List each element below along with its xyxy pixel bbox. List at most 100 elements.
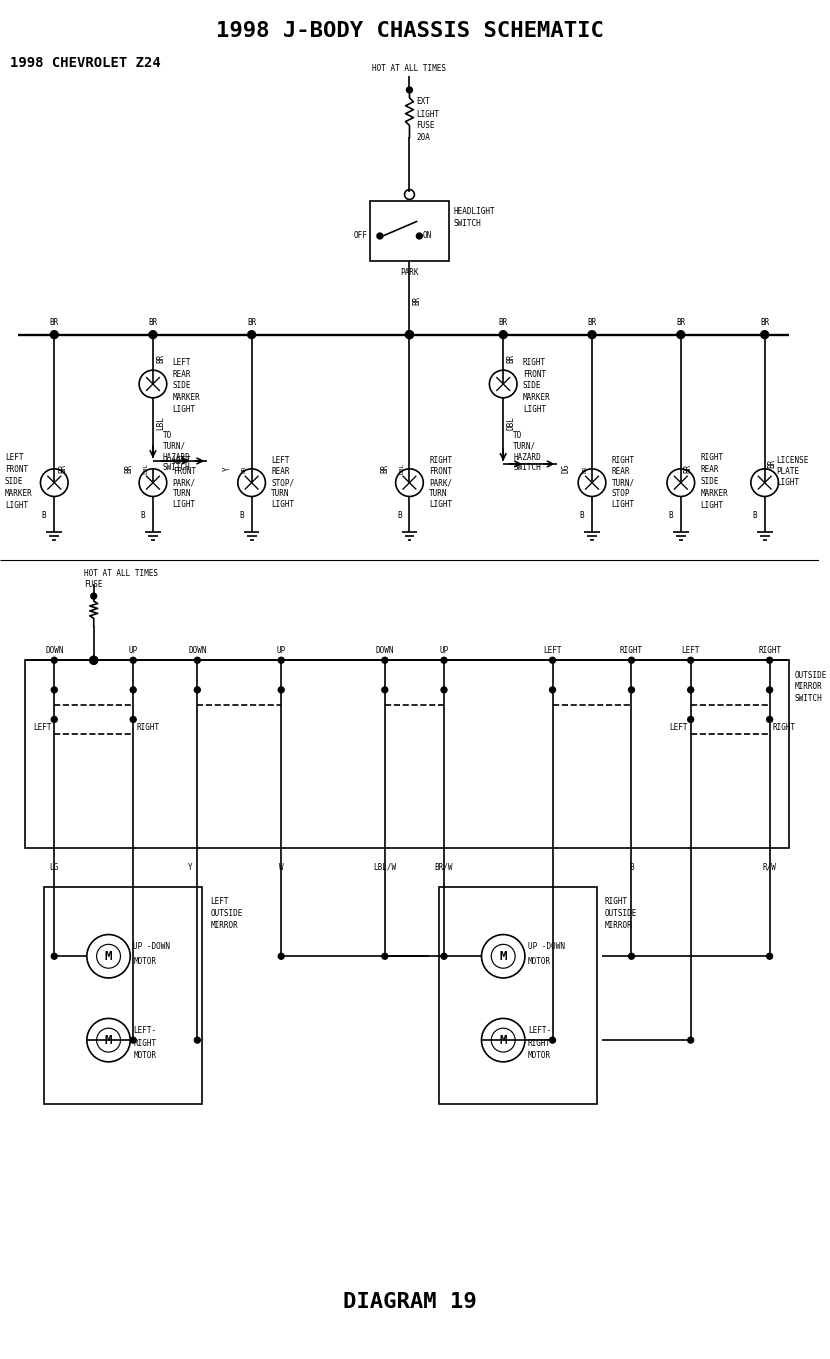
Text: SIDE: SIDE <box>173 382 191 390</box>
Text: PARK: PARK <box>400 268 418 277</box>
Text: M: M <box>500 1034 507 1046</box>
Circle shape <box>278 953 284 959</box>
Text: LIGHT: LIGHT <box>612 500 635 508</box>
Text: TURN: TURN <box>429 489 447 497</box>
Circle shape <box>441 953 447 959</box>
Bar <box>25 660 789 848</box>
Text: LIGHT: LIGHT <box>701 501 724 510</box>
Text: TURN: TURN <box>271 489 290 497</box>
Text: LEFT-: LEFT- <box>133 1026 156 1034</box>
Text: DBL: DBL <box>399 463 404 474</box>
Text: DOWN: DOWN <box>375 646 394 655</box>
Text: EXT: EXT <box>417 98 430 106</box>
Circle shape <box>628 658 634 663</box>
Text: HOT AT ALL TIMES: HOT AT ALL TIMES <box>373 64 447 73</box>
Text: TO: TO <box>163 431 172 440</box>
Text: B: B <box>752 511 757 519</box>
Text: STOP/: STOP/ <box>271 478 295 487</box>
Text: DOWN: DOWN <box>45 646 64 655</box>
Text: LEFT: LEFT <box>5 454 23 462</box>
Text: BR: BR <box>760 318 769 328</box>
Circle shape <box>90 656 98 665</box>
Text: LIGHT: LIGHT <box>777 478 799 487</box>
Text: OUTSIDE: OUTSIDE <box>210 909 242 919</box>
Text: DIAGRAM 19: DIAGRAM 19 <box>343 1291 476 1311</box>
Text: MIRROR: MIRROR <box>605 921 632 930</box>
Circle shape <box>247 330 256 338</box>
Circle shape <box>278 686 284 693</box>
Text: RIGHT: RIGHT <box>701 454 724 462</box>
Text: BR: BR <box>506 353 515 363</box>
Circle shape <box>417 232 422 239</box>
Text: LEFT-: LEFT- <box>528 1026 551 1034</box>
Text: TO: TO <box>513 431 522 440</box>
Text: DBL: DBL <box>506 416 515 431</box>
Text: UP: UP <box>129 646 138 655</box>
Text: 1998 J-BODY CHASSIS SCHEMATIC: 1998 J-BODY CHASSIS SCHEMATIC <box>216 20 603 41</box>
Circle shape <box>767 953 773 959</box>
Circle shape <box>406 330 413 338</box>
Text: OFF: OFF <box>354 231 367 241</box>
Text: BR: BR <box>50 318 59 328</box>
Circle shape <box>767 716 773 723</box>
Text: MIRROR: MIRROR <box>794 682 822 692</box>
Text: MOTOR: MOTOR <box>528 957 551 966</box>
Circle shape <box>51 716 57 723</box>
Text: LBL: LBL <box>156 416 165 431</box>
Text: RIGHT: RIGHT <box>773 723 796 733</box>
Bar <box>44 887 203 1105</box>
Circle shape <box>549 1037 555 1044</box>
Text: LEFT: LEFT <box>271 457 290 465</box>
Text: RIGHT: RIGHT <box>528 1038 551 1048</box>
Circle shape <box>382 686 388 693</box>
Circle shape <box>194 1037 200 1044</box>
Text: LEFT: LEFT <box>173 357 191 367</box>
Circle shape <box>688 686 694 693</box>
Circle shape <box>677 330 685 338</box>
Text: B: B <box>629 863 634 872</box>
Text: TURN/: TURN/ <box>612 478 635 487</box>
Circle shape <box>51 686 57 693</box>
Text: LIGHT: LIGHT <box>5 501 28 510</box>
Text: UP -DOWN: UP -DOWN <box>528 942 565 951</box>
Circle shape <box>130 658 136 663</box>
Text: LEFT: LEFT <box>33 723 51 733</box>
Circle shape <box>51 658 57 663</box>
Text: FUSE: FUSE <box>417 121 435 130</box>
Text: B: B <box>42 511 46 519</box>
Text: BR: BR <box>124 465 133 473</box>
Text: Y: Y <box>223 466 232 472</box>
Circle shape <box>500 330 507 338</box>
Text: LEFT: LEFT <box>669 723 688 733</box>
Text: BR: BR <box>381 465 390 473</box>
Text: REAR: REAR <box>701 465 719 474</box>
Text: B: B <box>579 511 584 519</box>
Text: LEFT: LEFT <box>173 457 191 465</box>
Text: LBL: LBL <box>143 463 148 474</box>
Text: BR: BR <box>768 458 777 467</box>
Text: LICENSE: LICENSE <box>777 457 809 465</box>
Circle shape <box>441 658 447 663</box>
Text: MARKER: MARKER <box>5 489 32 497</box>
Text: W: W <box>279 863 284 872</box>
Circle shape <box>549 658 555 663</box>
Circle shape <box>761 330 769 338</box>
Text: BR: BR <box>676 318 686 328</box>
Text: MARKER: MARKER <box>173 393 200 402</box>
Circle shape <box>406 330 413 338</box>
Circle shape <box>382 658 388 663</box>
Circle shape <box>588 330 596 338</box>
Circle shape <box>441 686 447 693</box>
Text: FRONT: FRONT <box>5 465 28 474</box>
Text: MOTOR: MOTOR <box>528 1052 551 1060</box>
Circle shape <box>130 1037 136 1044</box>
Circle shape <box>278 658 284 663</box>
Text: SIDE: SIDE <box>523 382 541 390</box>
Text: LIGHT: LIGHT <box>429 500 452 508</box>
Circle shape <box>130 686 136 693</box>
Text: REAR: REAR <box>173 370 191 379</box>
Circle shape <box>628 686 634 693</box>
Text: SWITCH: SWITCH <box>454 219 481 228</box>
Text: MARKER: MARKER <box>701 489 728 497</box>
Circle shape <box>628 953 634 959</box>
